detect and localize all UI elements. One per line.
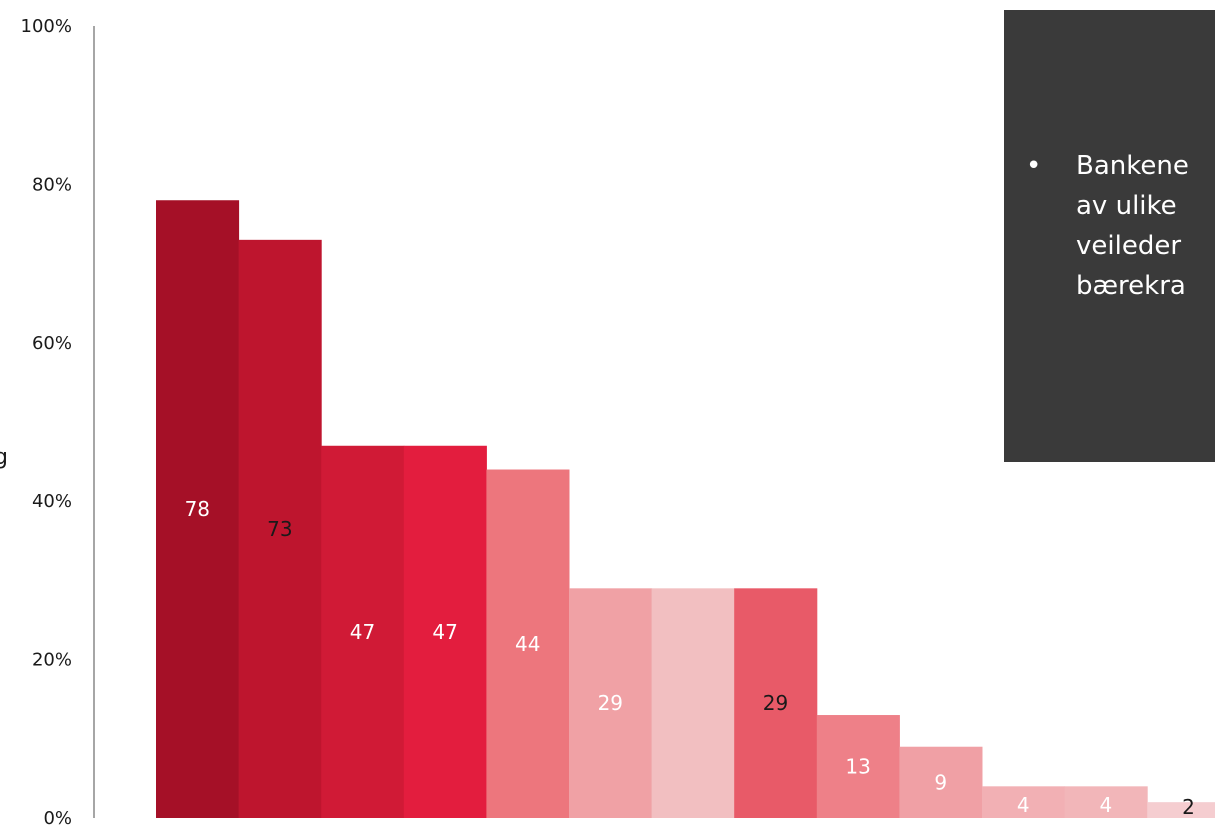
y-axis-ticks: 0% 20% 40% 60% 80% 100%: [21, 16, 72, 827]
bar: [1147, 802, 1215, 818]
bar: [486, 469, 570, 818]
bar: [982, 786, 1066, 818]
bar: [156, 200, 240, 819]
callout-line-3: veileder: [1076, 231, 1182, 261]
bar-value-label: 47: [432, 620, 457, 644]
bar-value-label: 29: [763, 691, 788, 715]
y-tick-label: 80%: [32, 174, 72, 195]
callout-line-4: bærekra: [1076, 271, 1186, 301]
y-tick-label: 100%: [21, 16, 72, 37]
bar-value-label: 73: [267, 517, 292, 541]
bar: [651, 588, 735, 818]
y-tick-label: 40%: [32, 491, 72, 512]
bar: [734, 588, 818, 818]
callout-line-1: Bankene: [1076, 151, 1189, 181]
bar: [816, 715, 900, 818]
bar-value-label: 29: [598, 691, 623, 715]
y-tick-label: 20%: [32, 650, 72, 671]
bar: [1064, 786, 1148, 818]
bar-value-label: 4: [1100, 793, 1113, 817]
bar: [238, 239, 322, 819]
bar: [321, 445, 405, 818]
bar-value-label: 78: [185, 497, 210, 521]
bar-value-label: 9: [934, 770, 947, 794]
bar: [569, 588, 653, 818]
bar: [403, 445, 487, 818]
bar-value-label: 4: [1017, 793, 1030, 817]
bar-value-label: 13: [845, 755, 870, 779]
callout-box: • Bankene av ulike veileder bærekra: [1004, 10, 1215, 462]
bars-group: [156, 200, 1215, 819]
bar-value-label: 2: [1182, 795, 1195, 819]
callout-line-2: av ulike: [1076, 191, 1177, 221]
callout-bullet: •: [1026, 151, 1042, 181]
y-tick-label: 60%: [32, 333, 72, 354]
clipped-axis-title: g: [0, 445, 8, 470]
callout-text: Bankene av ulike veileder bærekra: [1076, 146, 1189, 306]
bar-value-label: 47: [350, 620, 375, 644]
bar-value-label: 44: [515, 632, 540, 656]
bar: [899, 746, 983, 818]
y-tick-label: 0%: [43, 808, 72, 827]
